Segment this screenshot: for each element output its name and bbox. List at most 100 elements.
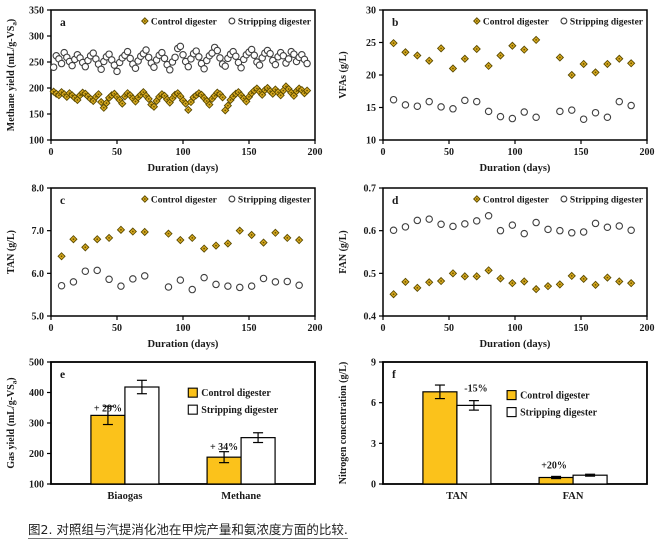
svg-text:0: 0 (381, 323, 386, 334)
plot-border (382, 361, 648, 485)
percent-annotation: + 29% (94, 403, 122, 414)
svg-text:9: 9 (371, 358, 376, 369)
svg-text:150: 150 (242, 147, 257, 158)
series-control (389, 35, 636, 80)
chart-f-nitrogen-bars: 0 3 6 9 TAN FAN Nitrogen concentration (g/L) -1… (338, 358, 648, 503)
panel-letter: d (392, 195, 399, 207)
svg-text:0.4: 0.4 (364, 312, 377, 323)
y-axis-title: VFAs (g/L) (338, 51, 349, 98)
svg-text:150: 150 (242, 323, 257, 334)
y-axis-title: FAN (g/L) (338, 230, 349, 273)
svg-text:25: 25 (366, 38, 376, 49)
percent-annotation: -15% (464, 383, 487, 394)
svg-text:300: 300 (29, 419, 44, 430)
svg-text:50: 50 (112, 323, 122, 334)
axes: 5.0 6.0 7.0 8.0 0 50 100 150 200 Duration (days) (32, 184, 323, 351)
panel-f-nitrogen: 0 3 6 9 TAN FAN Nitrogen concentration (g/L) -1… (332, 352, 664, 516)
legend: Control digester Stripping digester (187, 387, 279, 416)
series-stripping (57, 266, 303, 294)
series-control (49, 82, 312, 115)
plot-border (382, 187, 648, 317)
annotations: -15% +20% (464, 383, 567, 471)
percent-annotation: + 34% (210, 442, 238, 453)
x-axis-title: Duration (days) (480, 339, 551, 350)
svg-text:Control digester: Control digester (520, 391, 590, 402)
svg-text:150: 150 (574, 323, 589, 334)
svg-text:150: 150 (29, 110, 44, 121)
svg-text:Control digester: Control digester (201, 388, 271, 399)
figure-caption-text: 图2. 对照组与汽提消化池在甲烷产量和氨浓度方面的比较. (28, 522, 348, 539)
svg-text:Stripping digester: Stripping digester (238, 18, 312, 28)
svg-text:0: 0 (371, 480, 376, 491)
panel-c-tan: 5.0 6.0 7.0 8.0 0 50 100 150 200 Duration (days) T… (0, 178, 332, 352)
axes: 10 15 20 25 30 0 50 100 150 200 Duration (days) (366, 6, 655, 175)
series-control (389, 266, 636, 299)
series-control (57, 225, 304, 261)
svg-text:Control digester: Control digester (151, 196, 218, 206)
chart-c-tan-scatter: 5.0 6.0 7.0 8.0 0 50 100 150 200 Duration (days) T… (6, 184, 323, 351)
panel-letter: a (60, 17, 66, 29)
svg-text:250: 250 (29, 58, 44, 69)
bars (90, 379, 276, 485)
plot-border (50, 9, 316, 141)
plot-border (50, 187, 316, 317)
svg-text:Stripping digester: Stripping digester (520, 408, 598, 419)
svg-text:100: 100 (508, 147, 523, 158)
svg-text:0.7: 0.7 (364, 184, 377, 195)
legend: Control digester Stripping digester (506, 390, 598, 419)
bar-stripping-biaogas (124, 386, 160, 485)
svg-text:200: 200 (640, 323, 655, 334)
panel-grid: 100 150 200 250 300 350 0 50 100 150 200 Duration (… (0, 6, 664, 516)
svg-text:5.0: 5.0 (32, 312, 45, 323)
svg-text:50: 50 (444, 147, 454, 158)
bar-stripping-tan (456, 404, 492, 485)
svg-text:7.0: 7.0 (32, 226, 45, 237)
svg-text:20: 20 (366, 71, 376, 82)
panel-letter: f (392, 369, 396, 381)
svg-text:0.6: 0.6 (364, 226, 377, 237)
svg-text:8.0: 8.0 (32, 184, 45, 195)
svg-text:Stripping digester: Stripping digester (570, 18, 644, 28)
series-stripping (389, 95, 635, 123)
svg-text:30: 30 (366, 6, 376, 17)
svg-text:200: 200 (308, 147, 323, 158)
svg-text:100: 100 (176, 323, 191, 334)
svg-text:Control digester: Control digester (483, 18, 550, 28)
axes: 0 3 6 9 TAN FAN (371, 358, 584, 503)
panel-letter: c (60, 195, 65, 207)
svg-text:0: 0 (49, 323, 54, 334)
chart-d-fan-scatter: 0.4 0.5 0.6 0.7 0 50 100 150 200 Duration (days) F… (338, 184, 655, 351)
bar-control-tan (422, 391, 458, 485)
svg-text:100: 100 (29, 480, 44, 491)
y-axis-title: Nitrogen concentration (g/L) (338, 362, 349, 485)
axes: 0.4 0.5 0.6 0.7 0 50 100 150 200 Duration (days) (364, 184, 655, 351)
svg-text:Stripping digester: Stripping digester (201, 405, 279, 416)
axes: 100 200 300 400 500 Biaogas Methane (29, 358, 261, 503)
annotations: + 29% + 34% (94, 403, 238, 453)
axes: 100 150 200 250 300 350 0 50 100 150 200 Duration (… (29, 6, 323, 175)
x-axis-title: Duration (days) (148, 163, 219, 174)
bars (422, 384, 608, 485)
panel-e-gas-yield: 100 200 300 400 500 Biaogas Methane Gas yield (… (0, 352, 332, 516)
x-axis-title: Duration (days) (148, 339, 219, 350)
legend: Control digester Stripping digester (473, 195, 644, 206)
panel-letter: e (60, 369, 65, 381)
category-label: Methane (221, 491, 261, 502)
bar-control-biaogas (90, 414, 126, 485)
category-label: FAN (563, 491, 584, 502)
svg-text:0.5: 0.5 (364, 269, 377, 280)
x-axis-title: Duration (days) (480, 163, 551, 174)
svg-text:200: 200 (29, 84, 44, 95)
svg-text:10: 10 (366, 136, 376, 147)
chart-b-vfas-scatter: 10 15 20 25 30 0 50 100 150 200 Duration (days) VFA… (338, 6, 655, 175)
svg-text:3: 3 (371, 439, 376, 450)
svg-text:15: 15 (366, 103, 376, 114)
svg-text:100: 100 (176, 147, 191, 158)
chart-e-gas-yield-bars: 100 200 300 400 500 Biaogas Methane Gas yield (… (6, 358, 316, 503)
legend: Control digester Stripping digester (473, 17, 644, 28)
svg-text:Stripping digester: Stripping digester (570, 196, 644, 206)
svg-text:Control digester: Control digester (151, 18, 218, 28)
svg-text:500: 500 (29, 358, 44, 369)
svg-text:Control digester: Control digester (483, 196, 550, 206)
